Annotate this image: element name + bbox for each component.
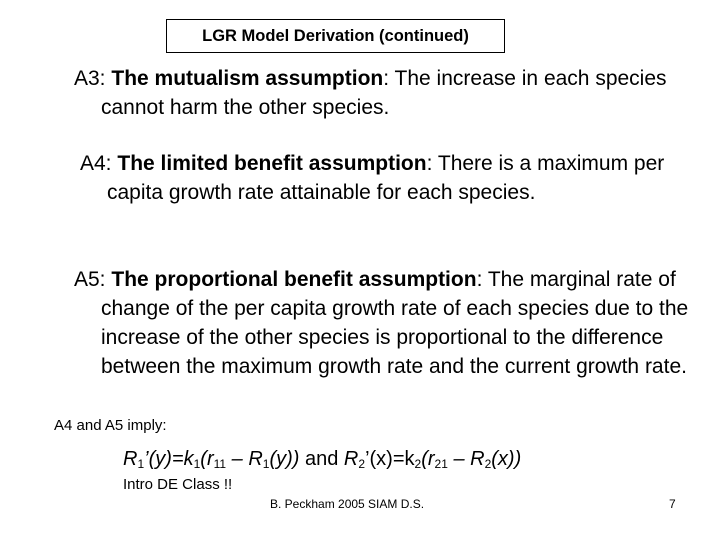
formula2-R: R — [343, 448, 359, 470]
formula1-k: 1 — [193, 457, 201, 471]
implication-label: A4 and A5 imply: — [54, 417, 167, 434]
formula2-r: 21 — [434, 457, 448, 471]
assumption-a5-name: The proportional benefit assumption — [111, 268, 477, 291]
assumption-a3-label: A3: — [74, 67, 106, 90]
formula2-open: (r — [421, 448, 435, 470]
formula2-sub2: 2 — [484, 457, 492, 471]
formula1-tail: (y)) — [269, 448, 300, 470]
intro-note: Intro DE Class !! — [123, 476, 233, 493]
footer-text: B. Peckham 2005 SIAM D.S. — [270, 497, 425, 511]
formula: R1’(y)=k1(r11 – R1(y)) and R2’(x)=k2(r21… — [123, 448, 521, 471]
assumption-a5-text: : The marginal rate of change of the per… — [101, 268, 689, 378]
formula1-R: R — [123, 448, 138, 470]
formula2-sub1: 2 — [358, 457, 366, 471]
formula1-r: 11 — [213, 457, 227, 471]
formula2-lhs: ’(x)=k — [365, 448, 415, 470]
assumption-a3: A3: The mutualism assumption: The increa… — [74, 64, 701, 122]
assumption-a4-label: A4: — [80, 152, 112, 175]
formula1-sub1: 1 — [137, 457, 145, 471]
assumption-a3-text: : The increase in each species cannot ha… — [101, 67, 667, 119]
formula1-lhs: ’(y)=k — [144, 448, 194, 470]
slide-title: LGR Model Derivation (continued) — [166, 19, 505, 53]
assumption-a3-name: The mutualism assumption — [111, 67, 384, 90]
page-number: 7 — [669, 497, 676, 511]
formula-and: and — [299, 448, 344, 470]
formula1-sub2: 1 — [262, 457, 270, 471]
formula2-tail: (x)) — [491, 448, 522, 470]
formula2-k: 2 — [414, 457, 422, 471]
assumption-a4-name: The limited benefit assumption — [117, 152, 427, 175]
assumption-a5: A5: The proportional benefit assumption:… — [74, 265, 720, 381]
formula1-minus: – R — [226, 448, 263, 470]
assumption-a5-label: A5: — [74, 268, 106, 291]
formula2-minus: – R — [447, 448, 485, 470]
assumption-a4: A4: The limited benefit assumption: Ther… — [80, 149, 687, 207]
assumption-a4-text: : There is a maximum per capita growth r… — [107, 152, 665, 204]
formula1-open: (r — [200, 448, 214, 470]
